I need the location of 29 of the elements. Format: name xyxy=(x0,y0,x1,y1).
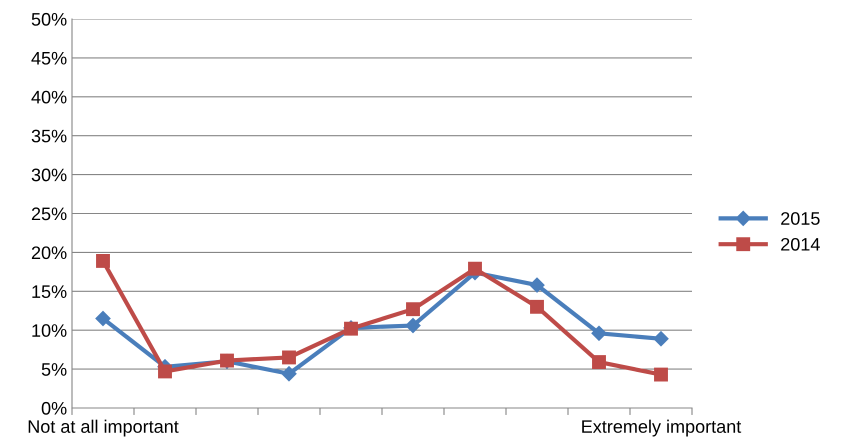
y-tick-label: 45% xyxy=(31,52,66,65)
y-tick-label: 35% xyxy=(32,130,66,142)
point xyxy=(654,368,668,382)
point xyxy=(592,355,606,370)
x-tick-label: Extremely important xyxy=(582,420,742,436)
y-tick-label: 30% xyxy=(32,168,66,182)
y-tick-label: 25% xyxy=(32,207,66,220)
point xyxy=(95,310,111,326)
point xyxy=(282,350,296,364)
y-tick-label: 50% xyxy=(32,12,66,26)
legend-label: 2015 xyxy=(781,212,820,225)
point xyxy=(653,331,669,346)
point xyxy=(468,262,482,276)
legend-label: 2014 xyxy=(781,238,820,251)
point xyxy=(530,300,544,314)
point xyxy=(405,318,421,334)
y-tick-label: 20% xyxy=(32,246,66,260)
y-tick-label: 40% xyxy=(31,90,66,104)
point xyxy=(406,302,420,316)
point xyxy=(281,366,297,382)
y-tick-label: 10% xyxy=(32,324,66,337)
point xyxy=(529,278,545,293)
y-tick-label: 0% xyxy=(42,402,66,415)
point xyxy=(158,364,172,378)
point xyxy=(96,254,110,268)
y-tick-label: 15% xyxy=(32,285,66,298)
point xyxy=(591,326,607,341)
y-tick-label: 5% xyxy=(42,363,66,376)
x-tick-label: Not at all important xyxy=(28,420,179,436)
